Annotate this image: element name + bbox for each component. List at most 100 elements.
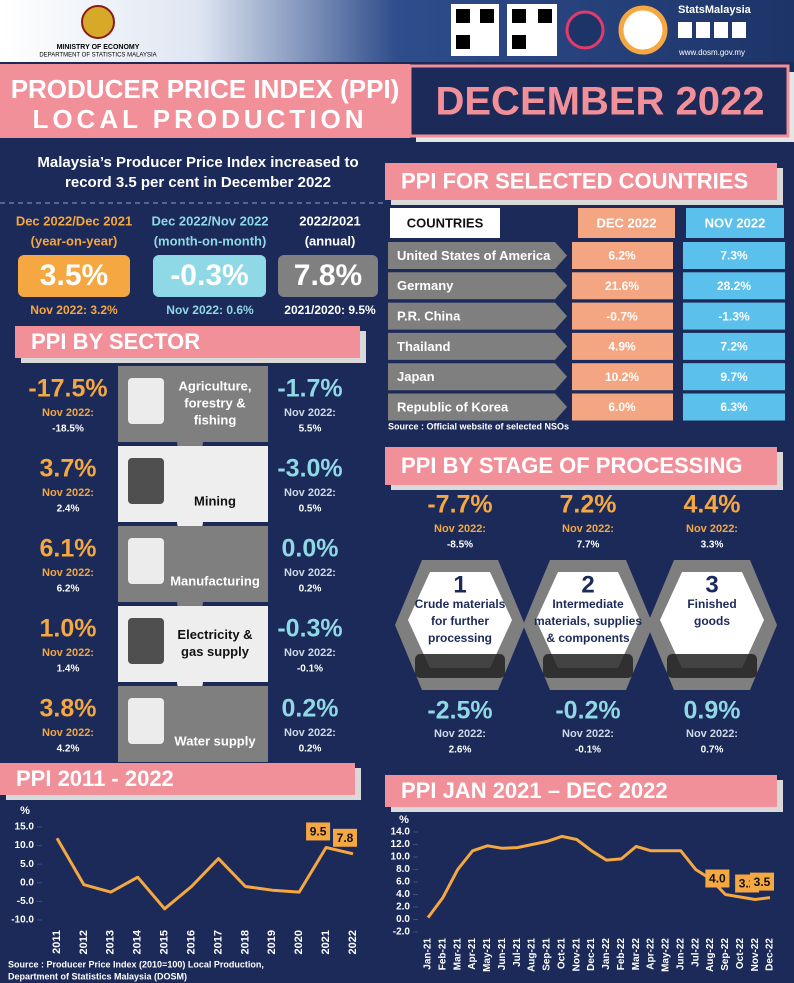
sector-previous-label: Nov 2022: bbox=[284, 567, 336, 579]
table-header: COUNTRIES bbox=[407, 215, 484, 230]
x-tick-label: Apr-22 bbox=[646, 938, 657, 970]
sector-yoy: 1.0% bbox=[40, 615, 97, 643]
stage-name: goods bbox=[694, 614, 730, 628]
summary-label: 2022/2021 bbox=[299, 213, 360, 228]
qr-block bbox=[456, 9, 470, 23]
nov-value: 7.2% bbox=[720, 340, 748, 354]
dec-value: 21.6% bbox=[605, 279, 639, 293]
x-tick-label: Sep-22 bbox=[720, 938, 731, 971]
sector-mom-previous: -0.1% bbox=[297, 664, 323, 675]
table-header: DEC 2022 bbox=[597, 215, 657, 230]
qr-block bbox=[480, 9, 494, 23]
stage-yoy-previous: 7.7% bbox=[577, 540, 600, 551]
sector-mom-previous: 0.2% bbox=[299, 584, 322, 595]
summary-box bbox=[278, 255, 378, 297]
chart-title-band bbox=[385, 775, 777, 807]
x-tick-label: Jun-22 bbox=[675, 938, 686, 971]
x-tick-label: May-21 bbox=[482, 938, 493, 972]
country-arrow bbox=[388, 242, 567, 269]
y-tick-label: 0.0 bbox=[396, 914, 410, 925]
stage-previous-label: Nov 2022: bbox=[562, 728, 614, 740]
social-icon bbox=[714, 22, 728, 38]
crest bbox=[81, 5, 115, 39]
stage-number: 1 bbox=[453, 571, 466, 598]
sector-name: forestry & bbox=[184, 395, 245, 410]
y-tick-label: 15.0 bbox=[15, 822, 35, 833]
summary-previous: 2021/2020: 9.5% bbox=[284, 303, 376, 317]
value-label: 7.8 bbox=[337, 831, 354, 845]
brand: StatsMalaysia bbox=[678, 4, 752, 16]
sector-mom-previous: 0.2% bbox=[299, 744, 322, 755]
title-line1: PRODUCER PRICE INDEX (PPI) bbox=[11, 74, 400, 104]
country-arrow bbox=[388, 393, 567, 421]
period: DECEMBER 2022 bbox=[435, 80, 764, 124]
x-tick-label: Nov-21 bbox=[571, 938, 582, 972]
stage-name: for further bbox=[431, 614, 489, 628]
nov-value: 7.3% bbox=[720, 249, 748, 263]
stage-icon bbox=[543, 654, 633, 678]
title-band bbox=[0, 64, 410, 138]
x-tick-label: Jan-22 bbox=[601, 938, 612, 970]
x-tick-label: Dec-22 bbox=[765, 938, 776, 971]
x-tick-label: Mar-22 bbox=[631, 938, 642, 971]
x-tick-label: 2017 bbox=[212, 930, 224, 954]
table-header: NOV 2022 bbox=[705, 215, 766, 230]
x-tick-label: Aug-21 bbox=[527, 938, 538, 972]
logo bbox=[565, 10, 605, 50]
stage-name: materials, supplies bbox=[534, 614, 642, 628]
table-header-cell bbox=[390, 208, 500, 238]
x-tick-label: 2019 bbox=[266, 930, 278, 954]
sector-mom-previous: 0.5% bbox=[299, 504, 322, 515]
dec-value: 6.2% bbox=[608, 249, 636, 263]
countries-title-band bbox=[385, 163, 777, 200]
dec-cell bbox=[572, 242, 673, 269]
x-tick-label: Jun-21 bbox=[497, 938, 508, 971]
sector-icon bbox=[128, 458, 164, 504]
stage-yoy-previous: -8.5% bbox=[447, 540, 473, 551]
nov-cell bbox=[683, 363, 785, 391]
sector-mom: 0.2% bbox=[282, 695, 339, 723]
headline: Malaysia’s Producer Price Index increase… bbox=[37, 154, 358, 171]
y-tick-label: 2.0 bbox=[396, 902, 410, 913]
source: Source : Producer Price Index (2010=100)… bbox=[8, 959, 264, 969]
summary-box bbox=[153, 255, 266, 297]
sector-previous-label: Nov 2022: bbox=[284, 487, 336, 499]
summary-label: Dec 2022/Dec 2021 bbox=[16, 213, 132, 228]
stage-icon bbox=[667, 654, 757, 678]
dec-cell bbox=[572, 393, 673, 421]
chart-title: PPI JAN 2021 – DEC 2022 bbox=[401, 778, 668, 803]
sector-yoy: 3.7% bbox=[40, 455, 97, 483]
x-tick-label: Jan-21 bbox=[423, 938, 434, 970]
sector-mom: -3.0% bbox=[277, 455, 342, 483]
y-axis-label: % bbox=[399, 814, 409, 826]
y-tick-label: 8.0 bbox=[396, 864, 410, 875]
stage-name: Intermediate bbox=[552, 597, 624, 611]
country-arrow bbox=[388, 332, 567, 360]
summary-value: 3.5% bbox=[40, 259, 108, 292]
x-tick-label: 2018 bbox=[239, 930, 251, 954]
x-tick-label: Apr-21 bbox=[467, 938, 478, 970]
x-tick-label: 2015 bbox=[159, 930, 171, 954]
stage-name: processing bbox=[428, 631, 492, 645]
sector-yoy: -17.5% bbox=[28, 375, 107, 403]
value-label: 9.5 bbox=[310, 825, 327, 839]
table-header-cell bbox=[578, 208, 675, 238]
country-name: Republic of Korea bbox=[397, 399, 509, 414]
sector-mom: 0.0% bbox=[282, 535, 339, 563]
nov-cell bbox=[683, 242, 785, 269]
x-tick-label: Jul-21 bbox=[512, 938, 523, 967]
table-header-cell bbox=[686, 208, 784, 238]
y-tick-label: 6.0 bbox=[396, 877, 410, 888]
qr-block bbox=[512, 9, 526, 23]
x-tick-label: Nov-22 bbox=[750, 938, 761, 972]
x-tick-label: 2013 bbox=[105, 930, 117, 954]
summary-previous: Nov 2022: 3.2% bbox=[30, 303, 118, 317]
sector-name: Water supply bbox=[174, 733, 256, 748]
stage-number: 2 bbox=[581, 571, 594, 598]
x-tick-label: 2020 bbox=[293, 930, 305, 954]
x-tick-label: Aug-22 bbox=[705, 938, 716, 972]
x-tick-label: 2014 bbox=[132, 929, 144, 954]
sector-yoy-previous: -18.5% bbox=[52, 424, 84, 435]
department: DEPARTMENT OF STATISTICS MALAYSIA bbox=[39, 53, 156, 59]
